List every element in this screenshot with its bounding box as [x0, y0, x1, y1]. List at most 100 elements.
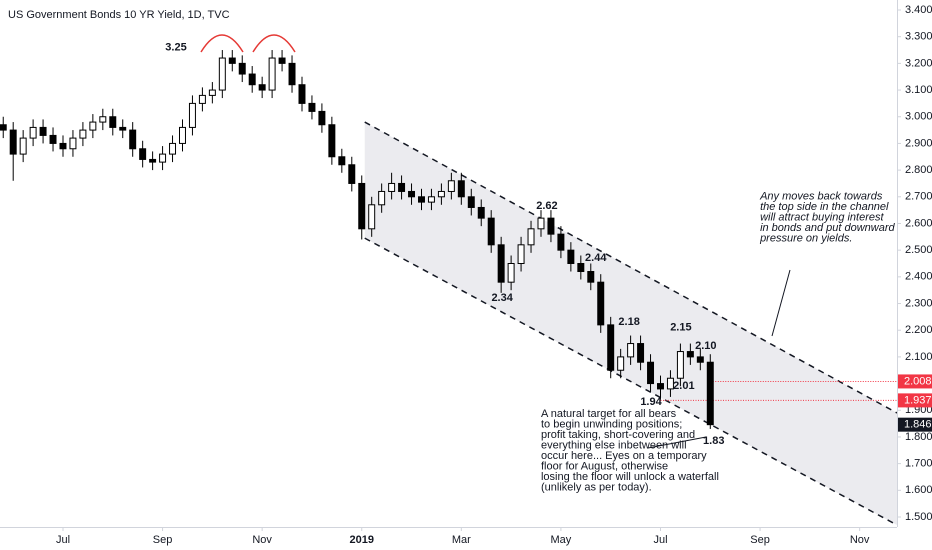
price-tag: [898, 417, 932, 432]
candle-body: [298, 84, 306, 104]
candle-body: [268, 57, 276, 91]
candle-body: [398, 182, 406, 192]
y-tick-label: 2.600: [905, 217, 932, 229]
price-note: 1.83: [703, 435, 724, 447]
candle-body: [348, 164, 356, 184]
y-tick-label: 1.500: [905, 511, 932, 523]
candle-body: [637, 343, 645, 363]
candle-body: [567, 249, 575, 265]
candle-body: [188, 102, 196, 128]
y-tick-label: 2.100: [905, 351, 932, 363]
candle-body: [218, 57, 226, 91]
y-tick-label: 3.100: [905, 84, 932, 96]
candle-body: [129, 129, 137, 150]
candle-body: [149, 158, 157, 163]
x-tick-label: Sep: [750, 534, 770, 546]
note-line: pressure on yields.: [759, 233, 852, 245]
top-arc: [252, 34, 296, 53]
candle-body: [378, 190, 386, 206]
x-tick-label: May: [551, 534, 572, 546]
note-line: losing the floor will unlock a waterfall: [541, 471, 719, 483]
y-tick-label: 2.700: [905, 191, 932, 203]
note-line: floor for August, otherwise: [541, 461, 668, 473]
candle-body: [328, 124, 336, 158]
candle-body: [0, 124, 7, 131]
candle-body: [169, 142, 177, 155]
note-line: in bonds and put downward: [760, 222, 895, 234]
candle-body: [647, 361, 655, 385]
y-tick-label: 1.800: [905, 431, 932, 443]
price-tag-label: 1.846: [904, 419, 932, 431]
price-note: 2.62: [536, 200, 557, 212]
candle-body: [198, 94, 206, 104]
candle-body: [208, 89, 216, 96]
price-tag: [898, 374, 932, 389]
candle-body: [29, 126, 37, 139]
y-tick-label: 2.800: [905, 164, 932, 176]
candle-body: [437, 190, 445, 198]
price-note: 2.34: [491, 292, 513, 304]
candle-body: [388, 182, 396, 192]
candle-body: [427, 196, 435, 203]
note-line: occur here... Eyes on a temporary: [541, 450, 707, 462]
candle-body: [358, 182, 366, 230]
candle-body: [89, 121, 97, 131]
candle-body: [59, 142, 67, 150]
candle-body: [69, 137, 77, 150]
candle-body: [19, 137, 27, 155]
x-tick-label: 2019: [349, 534, 373, 546]
candle-body: [338, 156, 346, 166]
price-tag-label: 2.008: [904, 375, 932, 387]
price-tag-label: 1.937: [904, 394, 932, 406]
price-note: 2.10: [695, 340, 716, 352]
candle-body: [139, 148, 147, 160]
x-tick-label: Nov: [850, 534, 870, 546]
x-tick-label: Jul: [653, 534, 667, 546]
candle-body: [537, 217, 545, 230]
channel-line: [364, 237, 897, 526]
candle-body: [238, 62, 246, 75]
candle-body: [666, 377, 674, 390]
candle-body: [617, 356, 625, 371]
y-tick-label: 2.300: [905, 297, 932, 309]
candle-body: [547, 217, 555, 235]
candle-body: [527, 228, 535, 246]
candle-body: [308, 102, 316, 112]
candle-body: [627, 343, 635, 358]
arrow: [771, 269, 791, 337]
candle-body: [228, 57, 236, 64]
candle-body: [9, 129, 17, 155]
candle-body: [109, 116, 117, 128]
candle-body: [657, 383, 664, 390]
x-tick-label: Sep: [153, 534, 173, 546]
y-tick-label: 2.900: [905, 137, 932, 149]
candle-body: [457, 180, 465, 198]
arrow: [647, 436, 707, 449]
price-note: 2.15: [670, 321, 691, 333]
y-tick-label: 1.700: [905, 458, 932, 470]
candle-body: [597, 281, 605, 326]
price-tag: [898, 393, 932, 408]
note-line: Any moves back towards: [759, 191, 883, 203]
candle-body: [368, 204, 376, 230]
x-tick-label: Mar: [452, 534, 471, 546]
channel-line: [364, 121, 897, 414]
candle-body: [288, 62, 296, 86]
candle-body: [408, 190, 416, 198]
top-arc: [200, 34, 244, 53]
candle-body: [39, 126, 47, 136]
channel-fill: [364, 122, 897, 525]
candle-body: [477, 206, 485, 219]
candle-body: [607, 324, 615, 371]
candle-body: [497, 244, 505, 283]
candle-body: [487, 217, 495, 246]
price-note: 2.44: [585, 252, 607, 264]
y-tick-label: 3.400: [905, 4, 932, 16]
candle-body: [248, 73, 256, 86]
price-note: 3.25: [165, 41, 186, 53]
x-tick-label: Jul: [56, 534, 70, 546]
price-note: 2.18: [618, 316, 639, 328]
candle-body: [99, 116, 107, 123]
